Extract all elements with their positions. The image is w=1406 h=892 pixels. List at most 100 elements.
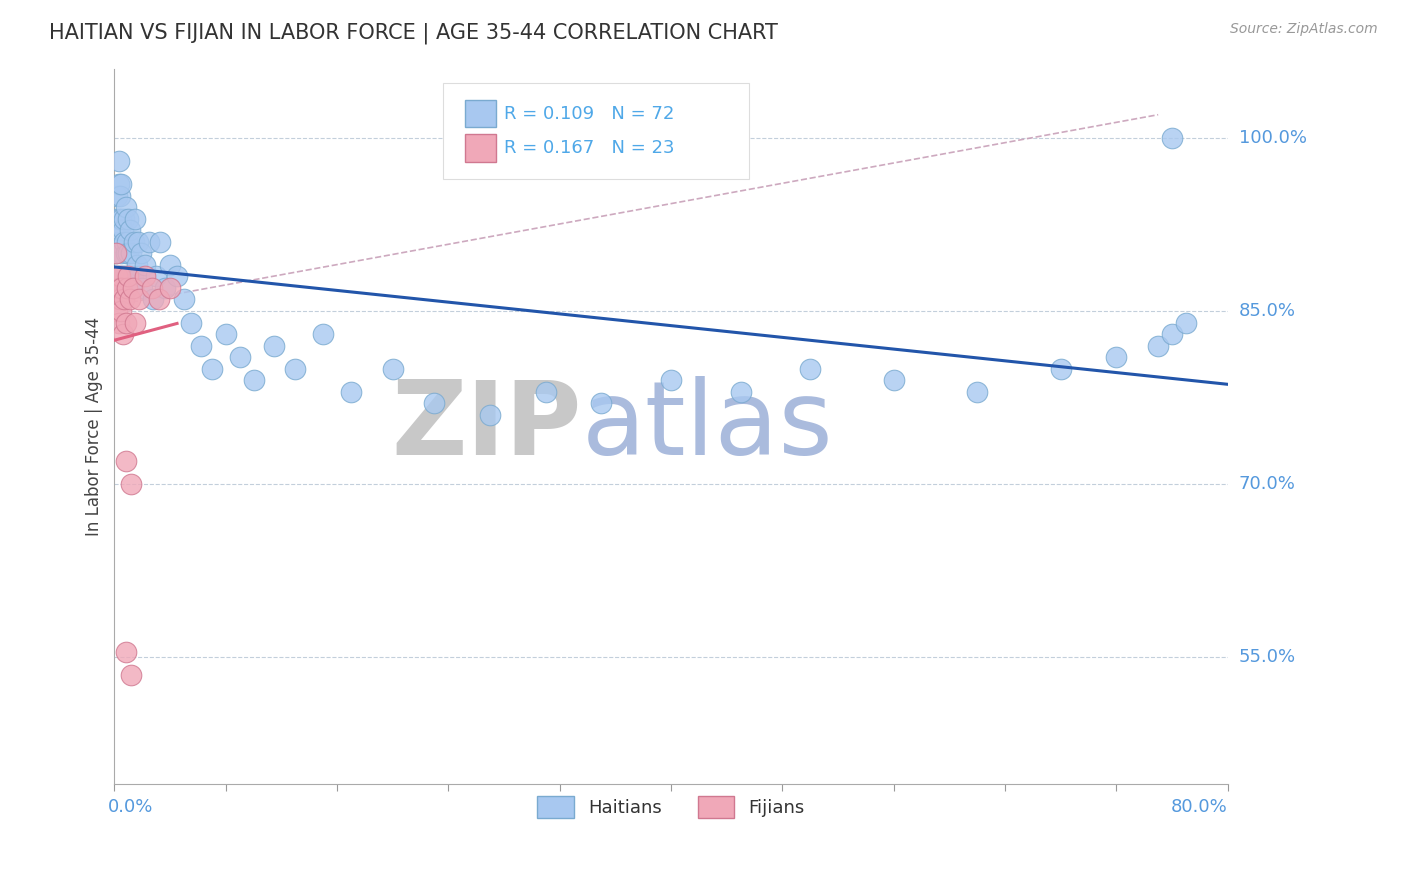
Point (148, 293, 170, 307)
Point (120, 246, 142, 260)
Point (117, 246, 139, 260)
Point (114, 316, 136, 330)
Point (107, 316, 129, 330)
Point (110, 281, 132, 295)
Point (110, 246, 132, 260)
Point (115, 269, 138, 284)
Point (108, 269, 131, 284)
Point (125, 258, 148, 272)
Point (1175, 316, 1198, 330)
Point (166, 269, 188, 284)
Point (215, 327, 238, 342)
Point (153, 281, 176, 295)
Point (108, 269, 131, 284)
Point (423, 396, 446, 410)
Point (534, 384, 557, 399)
Point (141, 281, 163, 295)
Point (112, 269, 135, 284)
Point (120, 667, 142, 681)
Point (142, 293, 165, 307)
Point (112, 235, 135, 249)
Point (111, 327, 134, 342)
Point (381, 361, 404, 376)
Point (110, 304, 132, 318)
Point (134, 258, 156, 272)
Point (124, 211, 146, 226)
Point (883, 373, 905, 387)
Point (659, 373, 682, 387)
Point (284, 361, 307, 376)
Point (159, 258, 181, 272)
Point (111, 281, 134, 295)
Point (118, 269, 141, 284)
Point (159, 281, 181, 295)
Point (1161, 327, 1184, 342)
Point (966, 384, 988, 399)
Text: 100.0%: 100.0% (1239, 128, 1306, 147)
Point (108, 293, 131, 307)
FancyBboxPatch shape (443, 83, 749, 179)
Point (107, 281, 129, 295)
Text: 0.0%: 0.0% (107, 798, 153, 816)
Point (118, 293, 141, 307)
Point (111, 269, 134, 284)
Point (115, 281, 138, 295)
Point (114, 281, 136, 295)
Point (118, 223, 141, 237)
Point (591, 396, 613, 410)
Point (121, 281, 143, 295)
Point (112, 293, 135, 307)
Point (121, 269, 143, 284)
Text: 70.0%: 70.0% (1239, 475, 1296, 493)
Point (105, 188, 128, 202)
Point (173, 293, 195, 307)
Y-axis label: In Labor Force | Age 35-44: In Labor Force | Age 35-44 (86, 317, 103, 536)
Point (115, 235, 138, 249)
Text: 55.0%: 55.0% (1239, 648, 1296, 666)
Point (479, 408, 502, 422)
Point (117, 211, 139, 226)
Point (242, 373, 264, 387)
Point (145, 269, 167, 284)
Point (107, 153, 129, 168)
Text: HAITIAN VS FIJIAN IN LABOR FORCE | AGE 35-44 CORRELATION CHART: HAITIAN VS FIJIAN IN LABOR FORCE | AGE 3… (49, 22, 778, 44)
Point (134, 269, 156, 284)
Point (128, 293, 150, 307)
FancyBboxPatch shape (465, 135, 496, 161)
Point (129, 246, 152, 260)
Point (120, 477, 142, 491)
Point (107, 177, 129, 191)
Point (105, 235, 128, 249)
Point (799, 361, 821, 376)
Point (138, 235, 160, 249)
Point (107, 211, 129, 226)
Point (105, 304, 128, 318)
Point (104, 246, 127, 260)
Point (1105, 350, 1128, 364)
Point (340, 384, 363, 399)
Point (127, 235, 149, 249)
Point (114, 200, 136, 214)
Point (149, 235, 172, 249)
Point (104, 293, 127, 307)
Point (190, 338, 212, 352)
Text: ZIP: ZIP (392, 376, 582, 477)
Point (112, 211, 135, 226)
FancyBboxPatch shape (465, 100, 496, 128)
Point (201, 361, 224, 376)
Point (124, 316, 146, 330)
Point (108, 223, 131, 237)
Point (1161, 130, 1184, 145)
Point (128, 269, 150, 284)
Point (105, 269, 128, 284)
Text: Source: ZipAtlas.com: Source: ZipAtlas.com (1230, 22, 1378, 37)
Text: atlas: atlas (582, 376, 834, 477)
Point (730, 384, 752, 399)
Point (117, 269, 139, 284)
Point (1147, 338, 1170, 352)
Point (131, 281, 153, 295)
Point (114, 454, 136, 468)
Text: R = 0.109   N = 72: R = 0.109 N = 72 (505, 104, 675, 122)
Point (114, 645, 136, 659)
Point (180, 316, 202, 330)
